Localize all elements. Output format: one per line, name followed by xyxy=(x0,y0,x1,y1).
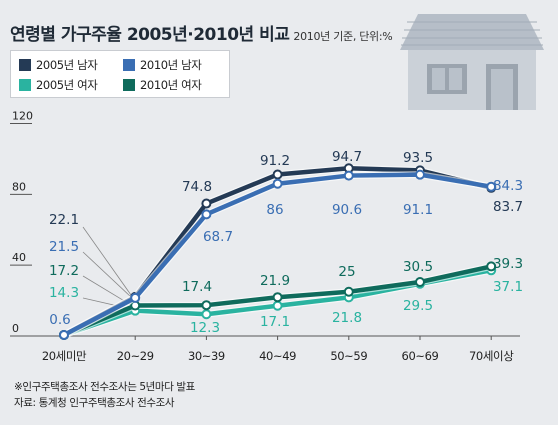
data-label-male2005-3: 91.2 xyxy=(260,153,290,169)
legend: 2005년 남자 2010년 남자 2005년 여자 2010년 여자 xyxy=(10,50,230,98)
point-female2010-5 xyxy=(415,276,425,287)
note-line-1: ※인구주택총조사 전수조사는 5년마다 발표 xyxy=(14,381,195,393)
data-label-female2005-5: 29.5 xyxy=(403,298,433,314)
point-male2010-5 xyxy=(415,169,425,180)
chart-subtitle: 2010년 기준, 단위:% xyxy=(293,30,393,43)
legend-item-male2010: 2010년 남자 xyxy=(123,57,202,73)
x-tick-label-0: 20세미만 xyxy=(42,349,87,363)
data-label-female2005-6: 37.1 xyxy=(493,279,523,295)
leader-line-male2010 xyxy=(82,251,132,298)
legend-item-female2005: 2005년 여자 xyxy=(19,77,98,93)
data-label-female2010-2: 17.4 xyxy=(182,279,212,295)
point-female2005-3 xyxy=(272,300,283,311)
point-male2005-2 xyxy=(201,198,212,209)
y-tick-label-0: 0 xyxy=(12,322,19,335)
data-label-female2010-1: 17.2 xyxy=(49,263,79,279)
point-male2010-3 xyxy=(272,178,283,189)
leader-line-male2005 xyxy=(82,226,132,296)
data-label-female2005-3: 17.1 xyxy=(260,314,290,330)
data-label-male2005-6: 83.7 xyxy=(493,199,523,215)
data-label-male2010-2: 68.7 xyxy=(203,229,233,245)
data-label-male2010-4: 90.6 xyxy=(332,202,362,218)
point-male2010-6 xyxy=(486,181,497,192)
data-label-male2005-2: 74.8 xyxy=(182,179,212,195)
x-tick-label-4: 50~59 xyxy=(330,349,367,363)
chart-title: 연령별 가구주율 2005년·2010년 비교 2010년 기준, 단위:% xyxy=(10,25,393,45)
data-label-male2005-1: 22.1 xyxy=(49,212,79,228)
legend-item-female2010: 2010년 여자 xyxy=(123,77,202,93)
y-tick-label-80: 80 xyxy=(12,180,26,193)
point-female2010-6 xyxy=(486,261,497,272)
x-tick-label-3: 40~49 xyxy=(259,349,296,363)
data-label-male2010-3: 86 xyxy=(266,202,283,218)
data-label-female2010-4: 25 xyxy=(338,264,355,280)
point-male2005-3 xyxy=(272,169,283,180)
point-male2010-4 xyxy=(343,170,354,181)
point-male2010-2 xyxy=(201,209,212,220)
legend-item-male2005: 2005년 남자 xyxy=(19,57,98,73)
x-tick-label-6: 70세이상 xyxy=(469,349,514,363)
legend-swatch-female2010 xyxy=(123,79,135,91)
data-label-female2005-2: 12.3 xyxy=(190,320,220,336)
data-label-female2005-4: 21.8 xyxy=(332,310,362,326)
notes: ※인구주택총조사 전수조사는 5년마다 발표 자료: 통계청 인구주택총조사 전… xyxy=(14,379,195,411)
legend-swatch-male2010 xyxy=(123,59,135,71)
data-label-female2010-6: 39.3 xyxy=(493,256,523,272)
house-icon xyxy=(400,14,544,110)
x-tick-label-5: 60~69 xyxy=(402,349,439,363)
data-label-male2005-4: 94.7 xyxy=(332,149,362,165)
data-label-male2010-5: 91.1 xyxy=(403,202,433,218)
data-label-male2005-5: 93.5 xyxy=(403,150,433,166)
data-label-female2005-1: 14.3 xyxy=(49,285,79,301)
note-line-2: 자료: 통계청 인구주택총조사 전수조사 xyxy=(14,397,175,409)
point-female2010-4 xyxy=(343,286,354,297)
data-label-male2010-1: 21.5 xyxy=(49,239,79,255)
y-tick-label-120: 120 xyxy=(12,110,33,123)
point-female2005-2 xyxy=(201,309,212,320)
data-label-female2010-5: 30.5 xyxy=(403,259,433,275)
data-label-male2010-6: 84.3 xyxy=(493,178,523,194)
point-female2010-3 xyxy=(272,292,283,303)
point-female2010-2 xyxy=(201,300,212,311)
y-tick-label-40: 40 xyxy=(12,251,26,264)
point-male2010-1 xyxy=(130,292,141,303)
point-male2010-0 xyxy=(59,329,69,340)
x-tick-label-2: 30~39 xyxy=(188,349,225,363)
data-label-female2010-3: 21.9 xyxy=(260,273,290,289)
x-tick-label-1: 20~29 xyxy=(117,349,154,363)
legend-swatch-male2005 xyxy=(19,59,31,71)
legend-swatch-female2005 xyxy=(19,79,31,91)
data-label-male2010-0: 0.6 xyxy=(49,312,70,328)
